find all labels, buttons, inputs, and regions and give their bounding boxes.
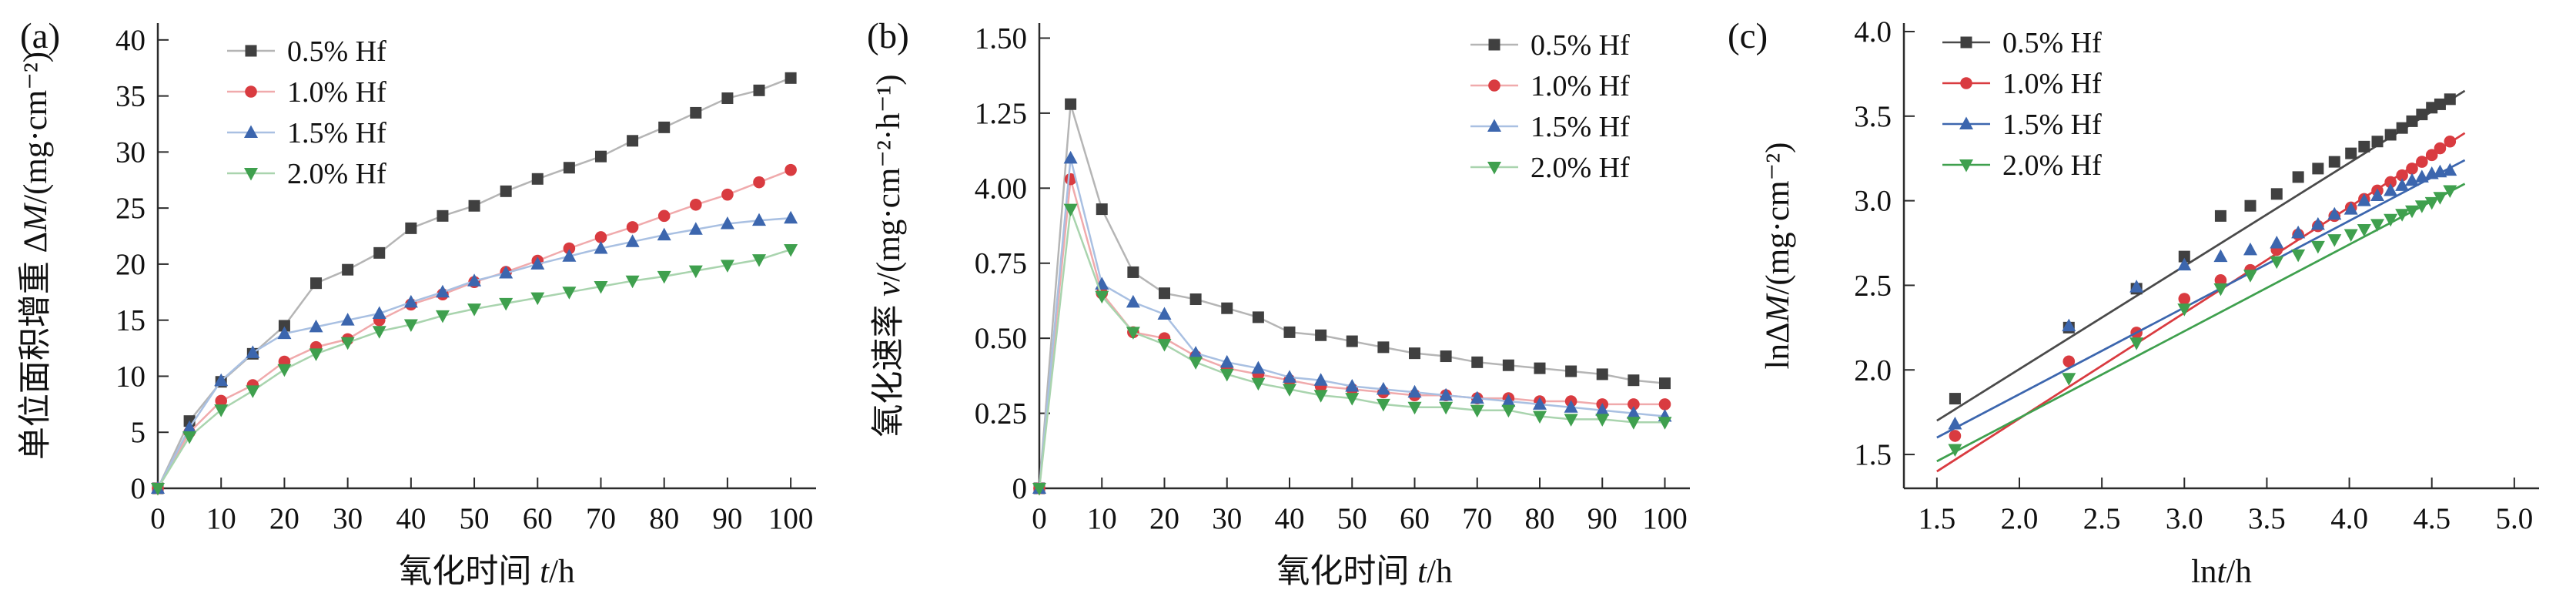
x-tick-label: 20: [269, 502, 299, 535]
y-axis: 0 0.25 0.50 0.75 4.00 1.25 1.50: [975, 22, 1050, 505]
x-tick-label: 70: [1462, 502, 1492, 535]
y-tick-label: 3.0: [1854, 185, 1892, 218]
legend-label: 0.5% Hf: [2002, 27, 2102, 59]
x-tick-label: 0: [150, 502, 166, 535]
y-tick-label: 0.25: [975, 397, 1027, 431]
x-tick-label: 50: [460, 502, 490, 535]
series-1-5-hf: [1032, 150, 1672, 494]
legend-label: 1.5% Hf: [1531, 111, 1630, 143]
y-tick-label: 5: [131, 416, 146, 449]
x-tick-label: 20: [1149, 502, 1179, 535]
y-axis-title: 单位面积增重 ΔM/(mg·cm⁻²): [17, 52, 54, 460]
x-axis: 0 10 20 30 40 50 60 70 80 90 100: [1032, 478, 1690, 535]
x-tick-label: 30: [1212, 502, 1242, 535]
y-tick-label: 25: [115, 192, 146, 225]
x-tick-label: 100: [768, 502, 814, 535]
legend-label: 1.5% Hf: [2002, 109, 2102, 141]
series-2-0-hf: [1936, 183, 2466, 463]
panel-label: (c): [1728, 16, 1768, 56]
y-tick-label: 0: [131, 472, 146, 505]
fit-line: [1936, 183, 2466, 463]
legend-label: 1.0% Hf: [287, 76, 386, 109]
series-2-0-hf: [1032, 203, 1672, 496]
y-tick-label: 10: [115, 360, 146, 393]
x-tick-label: 30: [333, 502, 363, 535]
y-axis: 1.5 2.0 2.5 3.0 3.5 4.0: [1854, 15, 1915, 488]
legend-label: 1.0% Hf: [2002, 68, 2102, 100]
y-tick-label: 1.25: [975, 97, 1027, 130]
y-tick-label: 30: [115, 136, 146, 169]
y-tick-label: 35: [115, 80, 146, 113]
x-tick-label: 70: [586, 502, 616, 535]
series-2-0-hf: [151, 243, 798, 496]
y-tick-label: 1.50: [975, 22, 1027, 55]
legend-label: 2.0% Hf: [1531, 152, 1630, 184]
y-tick-label: 4.0: [1854, 15, 1892, 49]
y-tick-label: 20: [115, 248, 146, 281]
x-tick-label: 5.0: [2495, 502, 2533, 535]
x-axis: 0 10 20 30 40 50 60 70 80 90 100: [150, 478, 816, 535]
x-tick-label: 80: [1525, 502, 1555, 535]
y-tick-label: 15: [115, 304, 146, 337]
y-tick-label: 40: [115, 24, 146, 57]
series-1-0-hf: [152, 163, 797, 494]
x-tick-label: 3.0: [2166, 502, 2203, 535]
legend: 0.5% Hf 1.0% Hf 1.5% Hf 2.0% Hf: [1942, 27, 2102, 182]
y-tick-label: 3.5: [1854, 100, 1892, 133]
x-axis-title: 氧化时间 t/h: [399, 554, 574, 590]
legend-label: 1.0% Hf: [1531, 70, 1630, 102]
y-axis-title: 氧化速率 v/(mg·cm⁻²·h⁻¹): [870, 74, 907, 437]
series-1-5-hf: [1936, 159, 2466, 439]
y-tick-label: 1.5: [1854, 438, 1892, 471]
x-tick-label: 90: [1587, 502, 1618, 535]
legend-label: 2.0% Hf: [2002, 149, 2102, 182]
panel-b: 0 10 20 30 40 50 60 70 80 90 100 0 0.25 0.50 0.75 4.00 1…: [855, 0, 1715, 600]
x-tick-label: 4.0: [2330, 502, 2368, 535]
series-0-5-hf: [1033, 98, 1671, 494]
x-tick-label: 10: [206, 502, 236, 535]
panel-c: 1.5 2.0 2.5 3.0 3.5 4.0 4.5 5.0 1.5 2.0 2.5 3.0 3.5 4…: [1715, 0, 2576, 600]
panel-label: (b): [867, 16, 909, 56]
x-tick-label: 40: [396, 502, 426, 535]
legend-label: 0.5% Hf: [287, 35, 386, 68]
y-axis: 0 5 10 15 20 25 30 35 40: [115, 23, 169, 505]
y-tick-label: 0.50: [975, 322, 1027, 355]
legend-label: 1.5% Hf: [287, 117, 386, 149]
fit-line: [1936, 159, 2466, 439]
x-tick-label: 10: [1087, 502, 1117, 535]
x-tick-label: 3.5: [2248, 502, 2286, 535]
panel-b-chart: 0 10 20 30 40 50 60 70 80 90 100 0 0.25 0.50 0.75 4.00 1…: [867, 16, 1690, 590]
x-tick-label: 60: [523, 502, 553, 535]
x-tick-label: 2.5: [2083, 502, 2121, 535]
panel-label: (a): [20, 16, 60, 56]
x-axis: 1.5 2.0 2.5 3.0 3.5 4.0 4.5 5.0: [1904, 478, 2539, 535]
x-tick-label: 60: [1400, 502, 1430, 535]
x-tick-label: 2.0: [2001, 502, 2039, 535]
y-tick-label: 2.5: [1854, 269, 1892, 302]
x-tick-label: 90: [712, 502, 742, 535]
legend-label: 0.5% Hf: [1531, 29, 1630, 62]
x-tick-label: 100: [1642, 502, 1688, 535]
y-tick-label: 4.00: [975, 172, 1027, 205]
x-tick-label: 40: [1275, 502, 1305, 535]
panel-c-chart: 1.5 2.0 2.5 3.0 3.5 4.0 4.5 5.0 1.5 2.0 2.5 3.0 3.5 4…: [1728, 15, 2539, 590]
x-tick-label: 4.5: [2413, 502, 2451, 535]
x-axis-title: lnt/h: [2191, 554, 2252, 590]
y-tick-label: 0.75: [975, 247, 1027, 280]
y-axis-title: lnΔM/(mg·cm⁻²): [1760, 142, 1796, 370]
x-tick-label: 80: [649, 502, 679, 535]
panel-a-chart: 0 10 20 30 40 50 60 70 80 90 100 0 5 10 15 20 25 30 35 40 氧化…: [17, 16, 816, 590]
series-1-0-hf: [1033, 173, 1671, 494]
x-tick-label: 50: [1337, 502, 1367, 535]
panel-a: 0 10 20 30 40 50 60 70 80 90 100 0 5 10 15 20 25 30 35 40 氧化…: [0, 0, 855, 600]
legend-label: 2.0% Hf: [287, 158, 386, 190]
y-tick-label: 2.0: [1854, 354, 1892, 387]
legend: 0.5% Hf 1.0% Hf 1.5% Hf 2.0% Hf: [1470, 29, 1630, 184]
x-tick-label: 1.5: [1918, 502, 1955, 535]
y-tick-label: 0: [1012, 472, 1028, 505]
x-axis-title: 氧化时间 t/h: [1276, 554, 1452, 590]
legend: 0.5% Hf 1.0% Hf 1.5% Hf 2.0% Hf: [227, 35, 386, 190]
x-tick-label: 0: [1032, 502, 1047, 535]
